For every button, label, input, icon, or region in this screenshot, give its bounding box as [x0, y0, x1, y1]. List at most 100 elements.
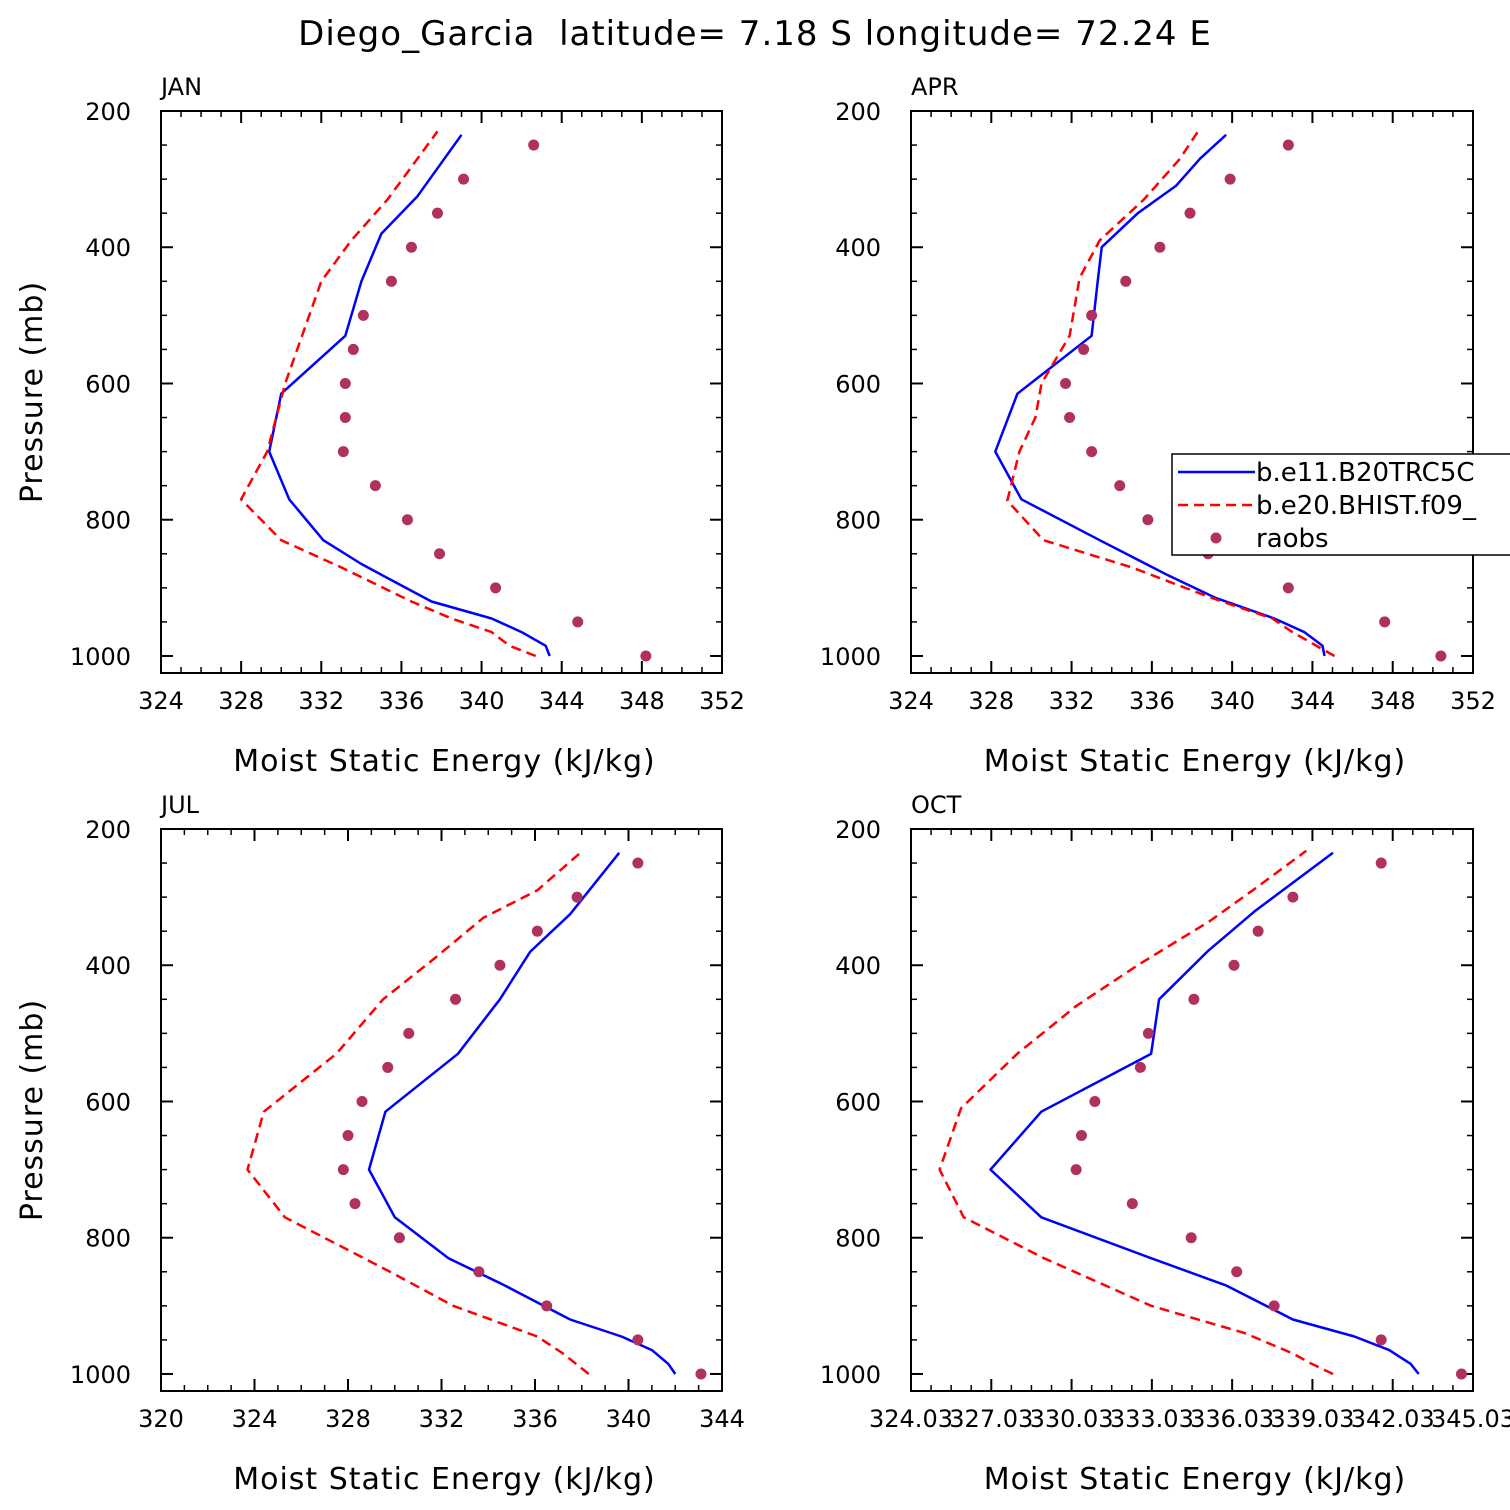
raobs-point [1287, 891, 1299, 903]
raobs-point [1224, 173, 1236, 185]
y-tick-label: 1000 [70, 1361, 131, 1389]
plot-frame [910, 828, 1474, 1392]
x-tick-label: 348 [1370, 687, 1416, 715]
plot-frame [160, 828, 723, 1392]
figure-title: Diego_Garcia latitude= 7.18 S longitude=… [298, 14, 1212, 54]
x-tick-label: 348 [619, 687, 665, 715]
raobs-point [337, 446, 349, 458]
raobs-point [473, 1266, 485, 1278]
raobs-point [458, 173, 470, 185]
raobs-point [1078, 343, 1090, 355]
panel-label: APR [911, 73, 959, 101]
x-tick-label: 327.03 [949, 1405, 1033, 1433]
raobs-point [640, 650, 652, 662]
raobs-point [382, 1061, 394, 1073]
raobs-point [433, 548, 445, 560]
x-tick-label: 336 [512, 1405, 558, 1433]
raobs-point [1120, 275, 1132, 287]
series-line-b20trc5c [367, 852, 677, 1375]
raobs-point [632, 1334, 644, 1346]
raobs-point [1185, 1232, 1197, 1244]
raobs-point [1379, 616, 1391, 628]
raobs-point [1089, 1095, 1101, 1107]
raobs-point [1060, 377, 1072, 389]
raobs-point [1252, 925, 1264, 937]
x-tick-label: 340 [1209, 687, 1255, 715]
raobs-point [528, 139, 540, 151]
series-line-bhist [246, 850, 590, 1375]
raobs-point [490, 582, 502, 594]
legend-marker-raobs [1210, 532, 1222, 544]
y-tick-label: 800 [85, 1225, 131, 1253]
raobs-point [1126, 1198, 1138, 1210]
x-tick-label: 324 [232, 1405, 278, 1433]
y-axis-label: Pressure (mb) [15, 281, 50, 503]
legend-label: raobs [1256, 524, 1329, 554]
raobs-point [1231, 1266, 1243, 1278]
raobs-point [571, 891, 583, 903]
x-tick-label: 328 [968, 687, 1014, 715]
raobs-point [431, 207, 443, 219]
series-line-bhist [1006, 130, 1336, 658]
legend-label: b.e20.BHIST.f09_ [1256, 491, 1477, 521]
raobs-point [1086, 446, 1098, 458]
x-tick-label: 324 [888, 687, 934, 715]
x-tick-label: 352 [1450, 687, 1496, 715]
x-tick-label: 340 [606, 1405, 652, 1433]
panel-label: OCT [911, 791, 962, 819]
raobs-point [1064, 412, 1076, 424]
x-tick-label: 333.03 [1110, 1405, 1194, 1433]
y-axis-label: Pressure (mb) [15, 999, 50, 1221]
raobs-point [1282, 582, 1294, 594]
raobs-point [1075, 1130, 1087, 1142]
y-tick-label: 600 [835, 1088, 881, 1116]
x-tick-label: 345.03 [1431, 1405, 1510, 1433]
y-tick-label: 400 [85, 234, 131, 262]
y-tick-label: 600 [85, 370, 131, 398]
y-tick-label: 200 [85, 816, 131, 844]
raobs-point [1142, 1027, 1154, 1039]
raobs-point [1188, 993, 1200, 1005]
raobs-point [339, 377, 351, 389]
x-tick-label: 324 [138, 687, 184, 715]
y-tick-label: 800 [835, 507, 881, 535]
x-tick-label: 344 [539, 687, 585, 715]
panel-jul: JUL 320 324 328 332 336 340 344 200 400 600 800 1000… [15, 791, 745, 1497]
x-tick-label: 332 [419, 1405, 465, 1433]
y-tick-label: 400 [835, 952, 881, 980]
raobs-point [337, 1164, 349, 1176]
raobs-point [695, 1368, 707, 1380]
y-tick-label: 200 [85, 98, 131, 126]
raobs-point [1142, 514, 1154, 526]
legend-label: b.e11.B20TRC5C [1256, 458, 1475, 488]
x-tick-label: 342.03 [1351, 1405, 1435, 1433]
x-axis-label: Moist Static Energy (kJ/kg) [984, 1462, 1407, 1497]
series-line-b20trc5c [267, 134, 551, 657]
raobs-point [494, 959, 506, 971]
series-line-b20trc5c [994, 133, 1326, 657]
raobs-point [450, 993, 462, 1005]
y-tick-label: 200 [835, 816, 881, 844]
x-tick-label: 330.03 [1030, 1405, 1114, 1433]
x-tick-label: 339.03 [1270, 1405, 1354, 1433]
raobs-point [393, 1232, 405, 1244]
raobs-point [1455, 1368, 1467, 1380]
y-tick-label: 800 [835, 1225, 881, 1253]
x-tick-label: 340 [459, 687, 505, 715]
y-tick-label: 800 [85, 507, 131, 535]
x-tick-label: 328 [325, 1405, 371, 1433]
raobs-point [1114, 480, 1126, 492]
raobs-point [401, 514, 413, 526]
y-tick-label: 400 [835, 234, 881, 262]
raobs-point [356, 1095, 368, 1107]
raobs-point [1154, 241, 1166, 253]
raobs-point [1375, 1334, 1387, 1346]
raobs-point [339, 412, 351, 424]
series-line-bhist [239, 130, 537, 658]
raobs-point [403, 1027, 415, 1039]
panel-oct: OCT324.03327.03330.03333.03336.03339.033… [820, 791, 1510, 1497]
raobs-point [1268, 1300, 1280, 1312]
x-tick-label: 320 [138, 1405, 184, 1433]
